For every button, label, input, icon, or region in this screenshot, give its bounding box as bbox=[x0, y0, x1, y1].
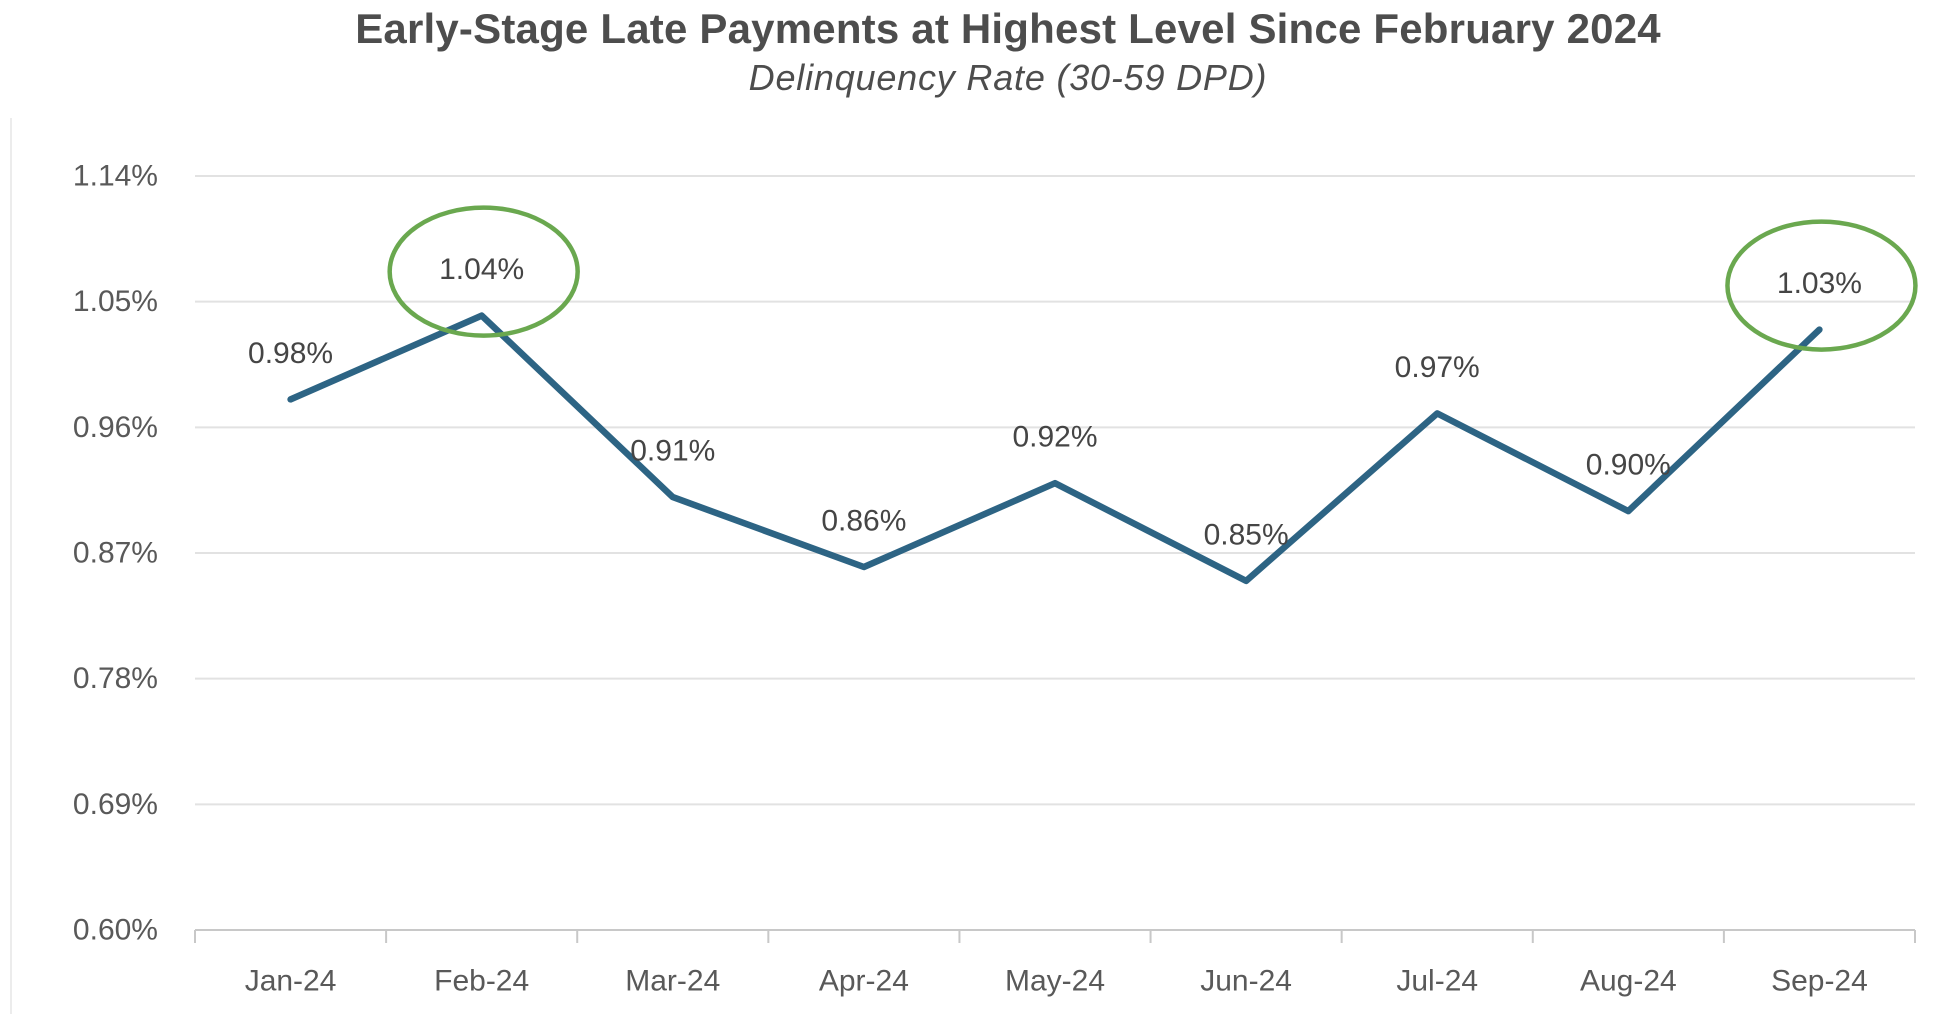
y-tick-label: 1.14% bbox=[73, 160, 158, 193]
y-tick-label: 0.96% bbox=[73, 411, 158, 444]
data-point-label: 0.86% bbox=[821, 504, 906, 537]
x-tick-label: Feb-24 bbox=[434, 965, 529, 998]
x-tick-label: Jun-24 bbox=[1200, 965, 1292, 998]
y-tick-label: 0.69% bbox=[73, 788, 158, 821]
data-point-label: 1.04% bbox=[439, 253, 524, 286]
data-point-label: 0.97% bbox=[1395, 351, 1480, 384]
x-tick-label: Mar-24 bbox=[625, 965, 720, 998]
y-tick-label: 1.05% bbox=[73, 285, 158, 318]
y-tick-label: 0.87% bbox=[73, 537, 158, 570]
x-tick-label: Apr-24 bbox=[819, 965, 909, 998]
data-point-label: 0.85% bbox=[1204, 518, 1289, 551]
x-tick-label: Jan-24 bbox=[245, 965, 337, 998]
data-point-label: 0.90% bbox=[1586, 449, 1671, 482]
y-tick-label: 0.78% bbox=[73, 662, 158, 695]
data-point-label: 0.98% bbox=[248, 337, 333, 370]
data-point-label: 0.92% bbox=[1012, 421, 1097, 454]
data-point-label: 1.03% bbox=[1777, 267, 1862, 300]
y-tick-label: 0.60% bbox=[73, 914, 158, 947]
series-line bbox=[287, 312, 1823, 585]
x-tick-label: May-24 bbox=[1005, 965, 1105, 998]
annotation-ellipse bbox=[1725, 219, 1918, 352]
x-tick-label: Sep-24 bbox=[1771, 965, 1868, 998]
x-tick-label: Aug-24 bbox=[1580, 965, 1677, 998]
annotation-ellipse bbox=[387, 205, 580, 338]
data-point-label: 0.91% bbox=[630, 435, 715, 468]
x-tick-label: Jul-24 bbox=[1396, 965, 1478, 998]
